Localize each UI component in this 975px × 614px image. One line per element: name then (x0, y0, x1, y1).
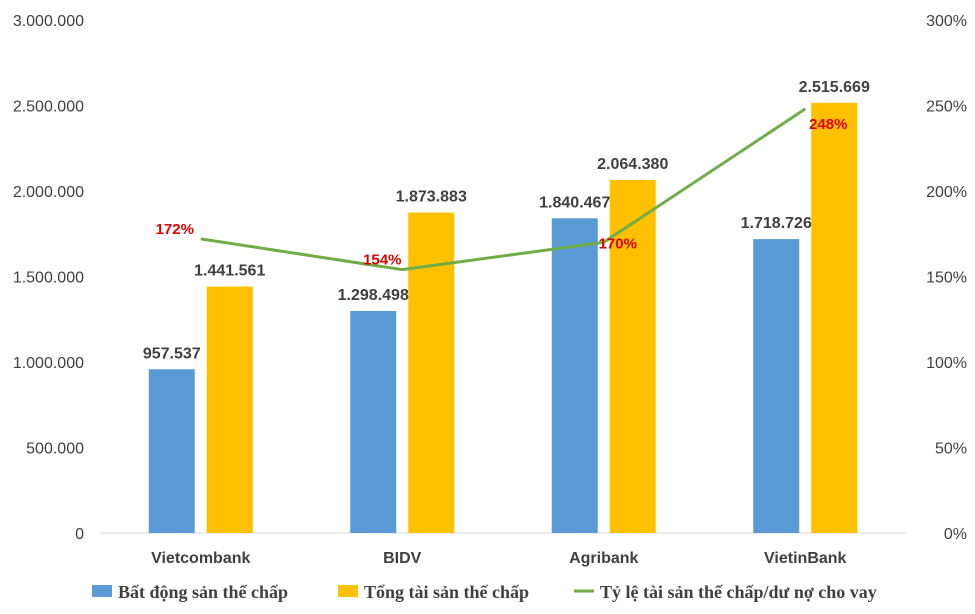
bar-tong-tai-san-value-label: 2.515.669 (799, 79, 870, 96)
legend-bat-dong-san-swatch (92, 585, 112, 597)
bar-bat-dong-san-value-label: 1.298.498 (338, 287, 409, 304)
y2-tick-label: 100% (926, 355, 967, 372)
bar-tong-tai-san-value-label: 1.873.883 (396, 189, 467, 206)
bar-bat-dong-san-value-label: 1.718.726 (741, 215, 812, 232)
y2-tick-label: 50% (935, 441, 967, 458)
right-axis-ticks: 0% 50% 100% 150% 200% 250% 300% (926, 13, 967, 543)
y2-tick-label: 250% (926, 99, 967, 116)
ratio-label: 248% (809, 116, 847, 133)
bar-tong-tai-san-value-label: 2.064.380 (597, 156, 668, 173)
y-tick-label: 500.000 (26, 441, 84, 458)
y-tick-label: 1.000.000 (13, 355, 84, 372)
bar-bat-dong-san (753, 239, 800, 534)
y-tick-label: 0 (75, 526, 84, 543)
ratio-line-layer: 172% 154% 170% 248% (156, 107, 847, 272)
bar-bat-dong-san (350, 310, 397, 533)
category-label: VietinBank (764, 550, 847, 567)
ratio-label: 172% (156, 221, 194, 238)
ratio-label: 170% (599, 235, 637, 252)
bar-bat-dong-san (148, 369, 195, 533)
bars: 957.537 1.441.561 1.298.498 1.873.883 1.840.… (143, 79, 870, 534)
y-tick-label: 1.500.000 (13, 270, 84, 287)
y2-tick-label: 300% (926, 13, 967, 30)
category-label: Vietcombank (151, 550, 250, 567)
bar-bat-dong-san-value-label: 957.537 (143, 345, 201, 362)
legend: Bất động sản thế chấp Tổng tài sản thế ch… (92, 582, 877, 602)
bar-tong-tai-san (609, 179, 656, 533)
legend-tong-tai-san-swatch (338, 585, 358, 597)
legend-tong-tai-san-label: Tổng tài sản thế chấp (364, 582, 529, 602)
bar-tong-tai-san (408, 212, 455, 533)
category-label: BIDV (383, 550, 422, 567)
bar-bat-dong-san (551, 218, 598, 533)
legend-bat-dong-san-label: Bất động sản thế chấp (118, 582, 288, 602)
bar-tong-tai-san (811, 102, 858, 533)
bar-bat-dong-san-value-label: 1.840.467 (539, 194, 610, 211)
bar-tong-tai-san (206, 286, 253, 533)
y-tick-label: 3.000.000 (13, 13, 84, 30)
left-axis-ticks: 0 500.000 1.000.000 1.500.000 2.000.000 2.500… (13, 13, 84, 543)
y-tick-label: 2.500.000 (13, 99, 84, 116)
category-label: Agribank (569, 550, 638, 567)
legend-ty-le-label: Tỷ lệ tài sản thế chấp/dư nợ cho vay (600, 582, 877, 602)
y-tick-label: 2.000.000 (13, 184, 84, 201)
y2-tick-label: 200% (926, 184, 967, 201)
y2-tick-label: 150% (926, 270, 967, 287)
ratio-label: 154% (363, 252, 401, 269)
category-labels: Vietcombank BIDV Agribank VietinBank (151, 550, 846, 567)
ratio-line (200, 107, 807, 272)
y2-tick-label: 0% (944, 526, 967, 543)
bar-tong-tai-san-value-label: 1.441.561 (194, 262, 265, 279)
